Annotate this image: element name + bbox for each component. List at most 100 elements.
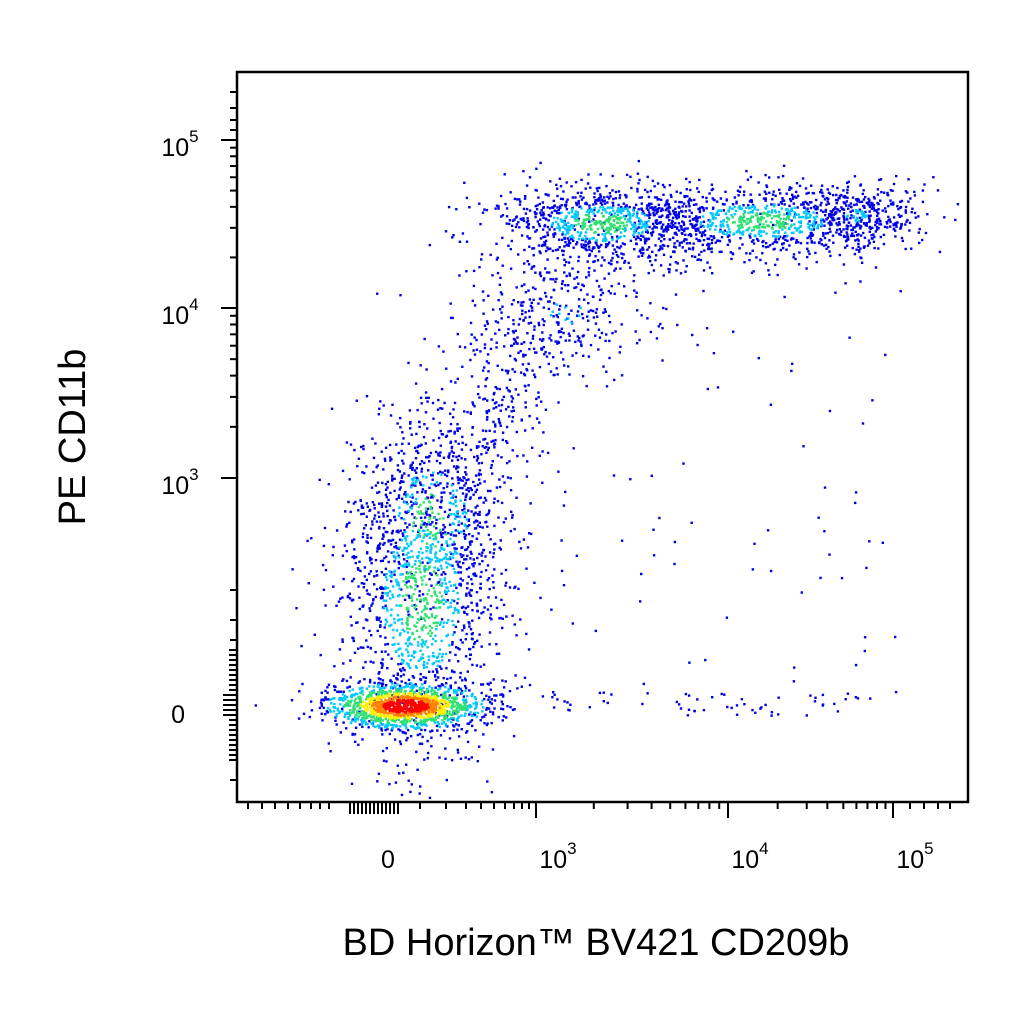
data-point [448, 694, 451, 697]
data-point [449, 551, 452, 554]
data-point [681, 215, 685, 218]
data-point [599, 173, 602, 176]
data-point [613, 269, 616, 272]
data-point [404, 577, 408, 580]
data-point [611, 206, 614, 210]
data-point [814, 204, 817, 208]
data-point [410, 463, 413, 467]
data-point [416, 621, 419, 624]
data-point [657, 249, 660, 252]
data-point [368, 685, 371, 688]
data-point [760, 231, 763, 234]
data-point [459, 638, 462, 642]
data-point [485, 410, 488, 413]
data-point [454, 550, 457, 553]
data-point [374, 650, 377, 654]
data-point [356, 621, 359, 624]
data-point [634, 238, 638, 241]
data-point [624, 205, 628, 208]
data-point [595, 279, 599, 283]
data-point [726, 224, 729, 227]
data-point [531, 286, 535, 289]
data-point [362, 646, 365, 649]
data-point [627, 211, 630, 214]
data-point [350, 699, 353, 702]
data-point [430, 558, 433, 561]
data-point [419, 444, 422, 448]
data-point [491, 574, 494, 577]
data-point [878, 223, 881, 226]
data-point [688, 209, 691, 212]
data-point [759, 707, 762, 710]
data-point [589, 343, 593, 347]
data-point [449, 676, 452, 680]
data-point [436, 664, 439, 667]
data-point [396, 468, 400, 472]
data-point [789, 213, 792, 216]
data-point [397, 451, 400, 455]
data-point [396, 464, 400, 467]
data-point [420, 693, 423, 696]
data-point [412, 593, 415, 596]
data-point [353, 448, 356, 452]
data-point [686, 714, 690, 717]
data-point [726, 235, 730, 238]
data-point [882, 191, 886, 194]
data-point [451, 543, 454, 546]
data-point [541, 331, 544, 334]
data-point [423, 423, 426, 426]
data-point [446, 633, 449, 637]
data-point [383, 541, 386, 545]
data-point [402, 594, 405, 598]
data-point [461, 435, 464, 439]
data-point [414, 727, 418, 731]
data-point [470, 694, 474, 698]
data-point [460, 448, 464, 451]
data-point [595, 308, 599, 311]
data-point [778, 188, 781, 191]
data-point [572, 236, 575, 239]
data-point [876, 193, 880, 196]
data-point [406, 616, 409, 620]
data-point [447, 205, 451, 209]
data-point [505, 425, 509, 429]
data-point [398, 687, 401, 690]
data-point [862, 198, 866, 201]
data-point [416, 768, 419, 771]
data-point [375, 570, 378, 573]
data-point [419, 600, 422, 603]
data-point [710, 250, 713, 254]
data-point [395, 547, 399, 550]
data-point [377, 413, 380, 416]
data-point [529, 502, 532, 505]
data-point [604, 339, 607, 343]
data-point [592, 218, 595, 221]
data-point [418, 481, 422, 484]
data-point [506, 441, 509, 445]
data-point [500, 317, 503, 320]
data-point [469, 550, 472, 554]
data-point [406, 556, 409, 559]
data-point [777, 235, 781, 238]
data-point [463, 611, 466, 614]
data-point [830, 222, 833, 225]
data-point [452, 717, 455, 720]
data-point [438, 606, 441, 609]
data-point [785, 192, 788, 195]
data-point [528, 176, 532, 179]
data-point [752, 203, 755, 207]
data-point [584, 202, 587, 205]
data-point [412, 650, 416, 653]
data-point [320, 712, 323, 715]
data-point [438, 756, 441, 759]
data-point [469, 653, 472, 656]
data-point [384, 592, 387, 595]
data-point [442, 625, 445, 628]
data-point [411, 576, 415, 580]
data-point [369, 660, 372, 663]
data-point [835, 208, 838, 211]
data-point [827, 213, 831, 216]
data-point [682, 462, 685, 465]
data-point [609, 233, 612, 236]
data-point [357, 695, 360, 699]
